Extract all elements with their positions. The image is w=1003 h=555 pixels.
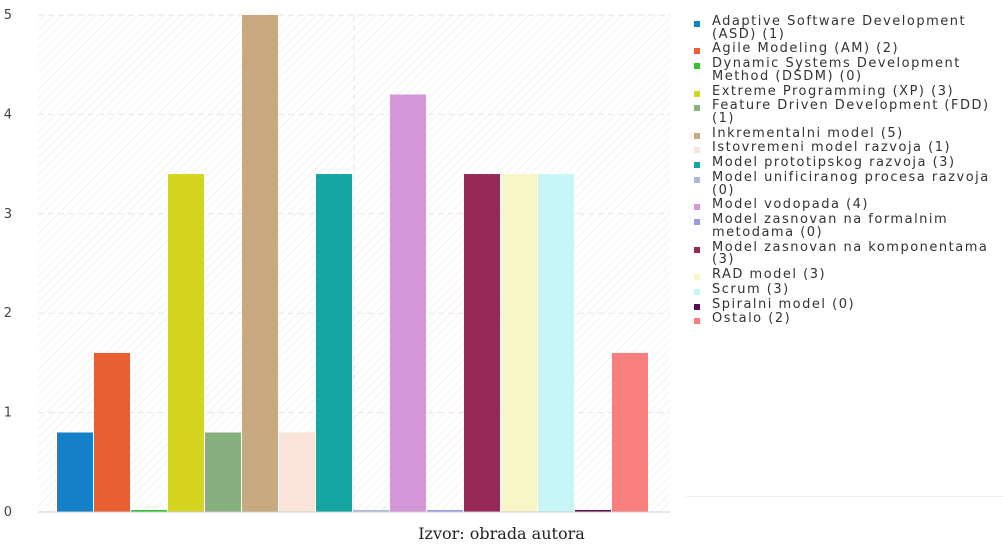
- y-tick-label: 2: [4, 306, 12, 321]
- legend-label: Model zasnovan na komponentama (3): [712, 239, 989, 268]
- legend-item[interactable]: RAD model (3): [694, 266, 999, 282]
- bar-3: [168, 174, 204, 513]
- legend-label: Extreme Programming (XP) (3): [712, 83, 955, 99]
- legend-item[interactable]: Extreme Programming (XP) (3): [694, 83, 999, 99]
- bar-12: [501, 174, 537, 513]
- legend-label: Spiralni model (0): [712, 296, 856, 312]
- legend-label: RAD model (3): [712, 266, 827, 282]
- legend-label: Model zasnovan na formalnim metodama (0): [712, 212, 949, 240]
- legend-label: Agile Modeling (AM) (2): [712, 41, 900, 57]
- y-tick-label: 3: [4, 207, 12, 222]
- legend-swatch: [694, 132, 700, 139]
- legend-label: Istovremeni model razvoja (1): [712, 140, 952, 156]
- bars: [57, 15, 648, 513]
- bar-6: [279, 432, 315, 512]
- legend-item[interactable]: Dynamic Systems Development Method (DSDM…: [694, 56, 999, 84]
- legend-swatch: [694, 162, 700, 169]
- legend-label: Adaptive Software Development (ASD) (1): [712, 14, 967, 42]
- legend-item[interactable]: Model prototipskog razvoja (3): [694, 155, 999, 171]
- legend-item[interactable]: Scrum (3): [694, 281, 999, 297]
- legend-swatch: [694, 90, 700, 97]
- legend-swatch: [694, 147, 700, 154]
- legend-swatch: [694, 246, 700, 253]
- legend-swatch: [694, 48, 700, 55]
- legend-label: Model unificiranog procesa razvoja (0): [712, 170, 990, 198]
- legend-item[interactable]: Model zasnovan na formalnim metodama (0): [694, 212, 999, 240]
- legend-item[interactable]: Agile Modeling (AM) (2): [694, 43, 999, 56]
- legend: Adaptive Software Development (ASD) (1) A…: [694, 14, 999, 328]
- grid-lines: [38, 14, 670, 512]
- bar-13: [538, 174, 574, 513]
- bar-0: [57, 432, 93, 512]
- legend-item[interactable]: Feature Driven Development (FDD) (1): [694, 98, 999, 126]
- bar-14: [575, 510, 611, 512]
- y-tick-label: 1: [4, 406, 12, 421]
- legend-swatch: [694, 288, 700, 295]
- bar-8: [353, 510, 389, 512]
- legend-swatch: [694, 177, 700, 184]
- legend-item[interactable]: Model unificiranog procesa razvoja (0): [694, 170, 999, 198]
- legend-label: Model prototipskog razvoja (3): [712, 155, 956, 171]
- legend-item[interactable]: Model vodopada (4): [694, 199, 999, 212]
- y-tick-label: 0: [4, 505, 12, 520]
- legend-swatch: [694, 204, 700, 211]
- legend-swatch: [694, 318, 700, 325]
- bar-11: [464, 174, 500, 513]
- y-axis-ticks: 0 1 2 3 4 5: [4, 8, 12, 520]
- bar-2: [131, 510, 167, 512]
- legend-label: Model vodopada (4): [712, 197, 869, 213]
- legend-label: Inkrementalni model (5): [712, 125, 904, 141]
- legend-swatch: [694, 21, 700, 27]
- legend-item[interactable]: Ostalo (2): [694, 311, 999, 327]
- bar-5: [242, 15, 278, 512]
- legend-swatch: [694, 63, 700, 70]
- legend-item[interactable]: Istovremeni model razvoja (1): [694, 142, 999, 155]
- bar-7: [316, 174, 352, 513]
- legend-separator: [686, 496, 1003, 497]
- y-tick-label: 5: [4, 8, 12, 23]
- legend-item[interactable]: Inkrementalni model (5): [694, 125, 999, 141]
- bar-1: [94, 352, 130, 512]
- legend-swatch: [694, 303, 700, 310]
- legend-swatch: [694, 273, 700, 280]
- bar-4: [205, 432, 241, 512]
- legend-item[interactable]: Adaptive Software Development (ASD) (1): [694, 14, 999, 42]
- legend-swatch: [694, 105, 700, 112]
- legend-item[interactable]: Spiralni model (0): [694, 296, 999, 312]
- y-tick-label: 4: [4, 107, 12, 122]
- legend-label: Feature Driven Development (FDD) (1): [712, 98, 990, 126]
- source-caption: Izvor: obrada autora: [418, 524, 585, 543]
- bar-15: [612, 352, 648, 512]
- legend-label: Ostalo (2): [712, 311, 792, 327]
- legend-label: Dynamic Systems Development Method (DSDM…: [712, 56, 961, 84]
- bar-10: [427, 510, 463, 512]
- legend-label: Scrum (3): [712, 281, 790, 297]
- bar-9: [390, 94, 426, 513]
- legend-item[interactable]: Model zasnovan na komponentama (3): [694, 239, 999, 268]
- legend-swatch: [694, 219, 700, 226]
